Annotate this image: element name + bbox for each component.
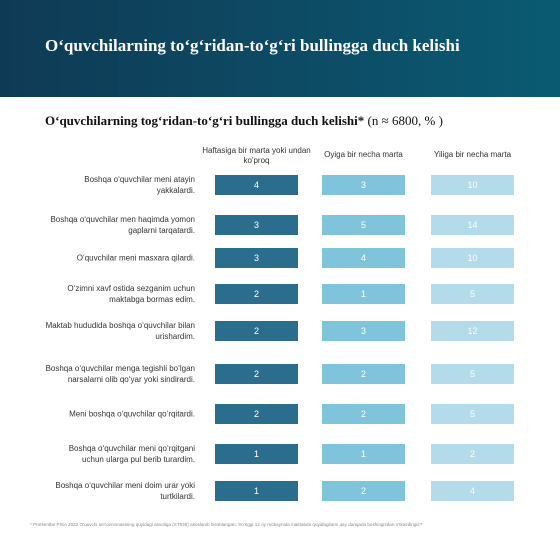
table-cell: 2: [431, 444, 514, 464]
table-cell: 2: [215, 284, 298, 304]
column-header: Haftasiga bir marta yoki undan ko'proq: [202, 146, 311, 165]
row-label: Meni boshqa o‘quvchilar qo‘rqitardi.: [69, 409, 195, 419]
table-cell: 2: [215, 404, 298, 424]
table-cell: 4: [322, 248, 405, 268]
row-label: Boshqa o‘quvchilar meni qo‘rqitgani uchu…: [68, 444, 195, 464]
table-cell: 3: [215, 215, 298, 235]
table-cell: 4: [431, 481, 514, 501]
row-label: O‘quvchilar meni masxara qilardi.: [76, 253, 195, 263]
table-cell: 3: [322, 175, 405, 195]
table-cell: 2: [322, 404, 405, 424]
column-header: Yiliga bir necha marta: [433, 150, 512, 159]
row-label: O‘zimni xavf ostida sezganim uchun makta…: [67, 284, 195, 304]
table-cell: 14: [431, 215, 514, 235]
table-cell: 2: [215, 321, 298, 341]
row-label: Boshqa o‘quvchilar meni atayin yakkalard…: [84, 175, 195, 195]
table-cell: 1: [215, 481, 298, 501]
table-cell: 3: [215, 248, 298, 268]
table-cell: 2: [322, 481, 405, 501]
table-cell: 4: [215, 175, 298, 195]
table-cell: 10: [431, 248, 514, 268]
table-cell: 5: [431, 284, 514, 304]
row-label: Boshqa o‘quvchilar meni doim urar yoki t…: [55, 481, 195, 501]
table-cell: 12: [431, 321, 514, 341]
table-cell: 5: [322, 215, 405, 235]
footnote: * Protsentlar PISA 2022 O‘quvchi so‘rovn…: [30, 522, 423, 527]
row-label: Maktab hududida boshqa o‘quvchilar bilan…: [45, 321, 195, 341]
table-cell: 5: [431, 404, 514, 424]
row-label: Boshqa o‘quvchilar men haqimda yomon gap…: [50, 215, 195, 235]
table-cell: 3: [322, 321, 405, 341]
table-title: O‘quvchilarning tog‘ridan-to‘g‘ri bullin…: [45, 113, 365, 128]
table-cell: 1: [322, 444, 405, 464]
table-cell: 2: [322, 364, 405, 384]
header-banner: [0, 0, 560, 97]
table-cell: 2: [215, 364, 298, 384]
table-cell: 5: [431, 364, 514, 384]
table-cell: 1: [215, 444, 298, 464]
table-cell: 10: [431, 175, 514, 195]
table-heading: O‘quvchilarning tog‘ridan-to‘g‘ri bullin…: [45, 113, 443, 129]
column-header: Oyiga bir necha marta: [324, 150, 403, 159]
page-title: O‘quvchilarning to‘g‘ridan-to‘g‘ri bulli…: [45, 36, 460, 55]
table-cell: 1: [322, 284, 405, 304]
row-label: Boshqa o‘quvchilar menga tegishli bo‘lga…: [45, 364, 195, 384]
table-subtitle: (n ≈ 6800, % ): [367, 113, 443, 128]
